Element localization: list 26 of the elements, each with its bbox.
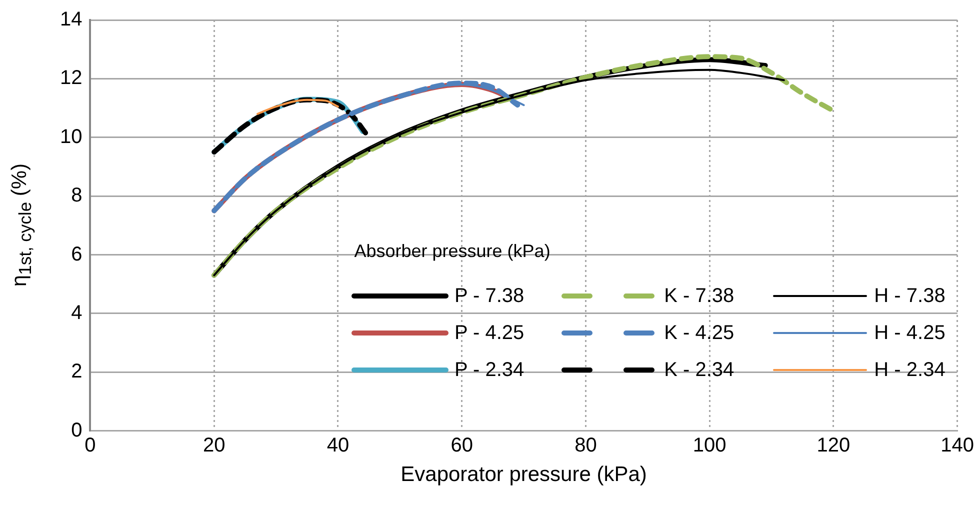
legend-label: H - 4.25 — [874, 322, 946, 345]
x-tick-label: 80 — [574, 434, 597, 456]
y-tick-label: 2 — [71, 360, 82, 383]
legend-label: P - 2.34 — [454, 358, 524, 382]
legend-label: H - 2.34 — [874, 358, 946, 382]
y-tick-label: 0 — [71, 419, 82, 442]
y-tick-label: 10 — [60, 126, 82, 148]
legend-label: K - 2.34 — [664, 358, 734, 382]
y-tick-label: 8 — [71, 184, 82, 207]
x-tick-label: 60 — [450, 434, 473, 456]
x-axis-title: Evaporator pressure (kPa) — [400, 463, 647, 486]
legend-label: K - 4.25 — [664, 322, 734, 345]
x-tick-label: 20 — [202, 434, 226, 456]
y-tick-label: 12 — [60, 67, 82, 90]
legend-title: Absorber pressure (kPa) — [353, 240, 552, 263]
x-tick-label: 140 — [940, 434, 974, 456]
legend-label: K - 7.38 — [664, 284, 734, 308]
y-tick-label: 4 — [71, 302, 82, 324]
y-tick-label: 6 — [71, 243, 82, 266]
x-tick-label: 40 — [326, 434, 350, 456]
x-tick-label: 120 — [816, 434, 850, 456]
legend-label: P - 7.38 — [454, 284, 524, 308]
legend-label: H - 7.38 — [874, 284, 946, 308]
legend-label: P - 4.25 — [454, 322, 524, 345]
y-tick-label: 14 — [60, 8, 82, 31]
x-tick-label: 100 — [692, 434, 726, 456]
